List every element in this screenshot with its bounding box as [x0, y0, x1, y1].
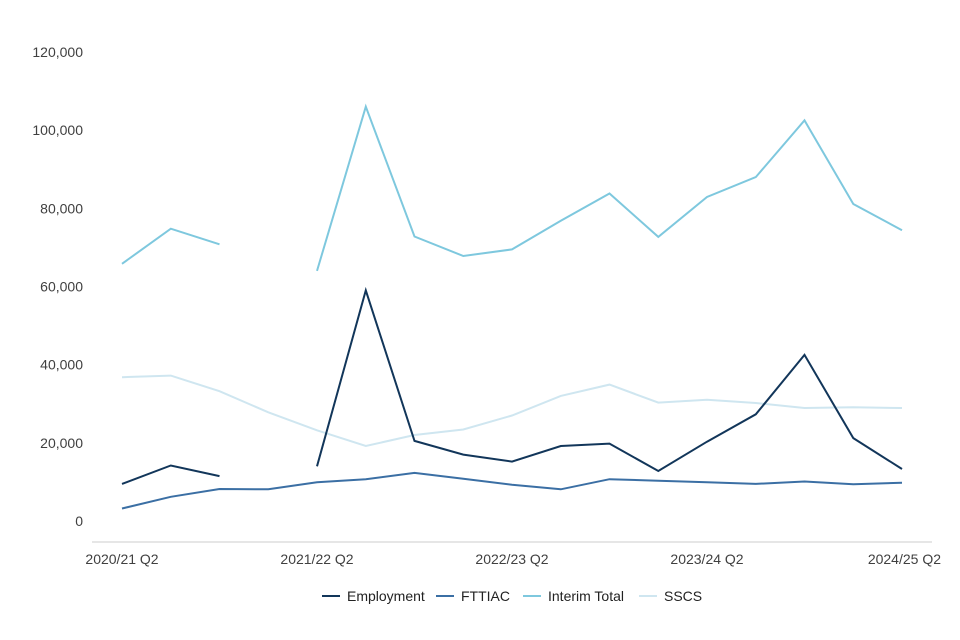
- legend-label: SSCS: [664, 588, 702, 604]
- x-tick-label: 2021/22 Q2: [280, 551, 353, 567]
- y-axis: 0 20,000 40,000 60,000 80,000 100,000 120,000: [32, 44, 83, 529]
- y-tick-label: 120,000: [32, 44, 83, 60]
- legend-label: Interim Total: [548, 588, 624, 604]
- series-line: [121, 464, 220, 485]
- legend-item: SSCS: [639, 588, 702, 604]
- y-tick-label: 0: [75, 513, 83, 529]
- legend-label: FTTIAC: [461, 588, 510, 604]
- y-tick-label: 40,000: [40, 357, 83, 373]
- series-line: [316, 103, 903, 272]
- series-sscs: [121, 374, 903, 448]
- series-fttiac: [121, 471, 903, 510]
- legend-item: Employment: [322, 588, 425, 604]
- series-line: [121, 227, 220, 265]
- legend-label: Employment: [347, 588, 425, 604]
- series-line: [121, 374, 903, 448]
- y-tick-label: 20,000: [40, 435, 83, 451]
- y-tick-label: 60,000: [40, 279, 83, 295]
- series-layer: [121, 103, 903, 510]
- y-tick-label: 100,000: [32, 122, 83, 138]
- series-interim-total: [121, 103, 903, 272]
- x-tick-label: 2022/23 Q2: [475, 551, 548, 567]
- series-employment: [121, 286, 903, 485]
- legend-item: FTTIAC: [436, 588, 510, 604]
- x-tick-label: 2024/25 Q2: [868, 551, 941, 567]
- x-tick-label: 2023/24 Q2: [670, 551, 743, 567]
- legend-item: Interim Total: [523, 588, 624, 604]
- series-line: [316, 286, 903, 473]
- x-tick-label: 2020/21 Q2: [85, 551, 158, 567]
- legend: Employment FTTIAC Interim Total SSCS: [322, 588, 702, 604]
- y-tick-label: 80,000: [40, 200, 83, 216]
- series-line: [121, 471, 903, 510]
- x-axis: 2020/21 Q2 2021/22 Q2 2022/23 Q2 2023/24 Q2…: [85, 551, 941, 567]
